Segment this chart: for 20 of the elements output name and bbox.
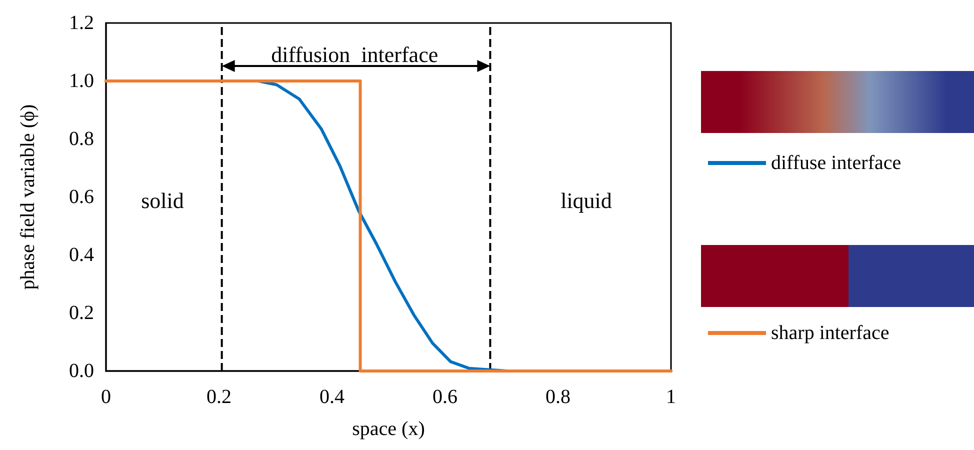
x-tick-label: 0.8 bbox=[546, 386, 570, 408]
x-tick-label: 0.4 bbox=[320, 386, 344, 408]
y-axis-title: phase field variable (ϕ) bbox=[17, 104, 39, 290]
y-tick-label: 0.0 bbox=[69, 360, 94, 382]
x-tick-label: 1 bbox=[666, 386, 676, 408]
x-axis-title: space (x) bbox=[352, 418, 425, 440]
y-tick-label: 0.2 bbox=[69, 302, 94, 324]
y-tick-label: 1.2 bbox=[69, 12, 94, 34]
y-tick-label: 0.8 bbox=[69, 128, 94, 150]
annotation: liquid bbox=[560, 188, 612, 213]
legend-label: diffuse interface bbox=[771, 152, 902, 174]
annotation: diffusion interface bbox=[271, 42, 438, 67]
y-tick-label: 1.0 bbox=[69, 70, 94, 92]
legend-label: sharp interface bbox=[771, 322, 890, 344]
y-tick-label: 0.6 bbox=[69, 186, 94, 208]
y-tick-label: 0.4 bbox=[69, 244, 94, 266]
annotation: solid bbox=[141, 188, 184, 213]
x-tick-label: 0.2 bbox=[206, 386, 232, 408]
x-tick-label: 0 bbox=[101, 386, 111, 408]
x-tick-label: 0.6 bbox=[432, 386, 458, 408]
